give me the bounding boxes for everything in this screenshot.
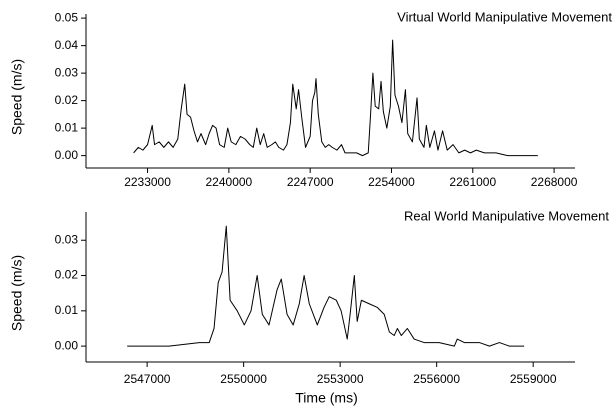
y-axis-label: Speed (m/s)	[9, 59, 25, 135]
x-tick-label: 2233000	[124, 175, 171, 189]
x-tick-label: 2254000	[368, 175, 415, 189]
y-tick-label: 0.00	[55, 338, 79, 352]
x-tick-label: 2261000	[449, 175, 496, 189]
x-tick-label: 2240000	[206, 175, 253, 189]
y-tick-label: 0.00	[55, 148, 79, 162]
y-tick-label: 0.02	[55, 268, 79, 282]
y-tick-label: 0.01	[55, 120, 79, 134]
data-line	[127, 225, 525, 347]
data-line	[133, 39, 538, 157]
y-tick-label: 0.01	[55, 303, 79, 317]
x-tick-label: 2559000	[510, 372, 557, 386]
x-tick-label: 2556000	[413, 372, 460, 386]
x-tick-label: 2547000	[124, 372, 171, 386]
y-tick-label: 0.03	[55, 232, 79, 246]
x-tick-label: 2553000	[317, 372, 364, 386]
y-axis-label: Speed (m/s)	[9, 255, 25, 331]
y-tick-label: 0.02	[55, 93, 79, 107]
x-tick-label: 2268000	[531, 175, 578, 189]
chart-title: Real World Manipulative Movement	[404, 208, 609, 223]
y-tick-label: 0.03	[55, 65, 79, 79]
y-tick-label: 0.04	[55, 38, 79, 52]
x-axis-label: Time (ms)	[295, 390, 357, 406]
x-tick-label: 2247000	[287, 175, 334, 189]
y-tick-label: 0.05	[55, 10, 79, 24]
chart-title: Virtual World Manipulative Movement	[397, 9, 612, 24]
x-tick-label: 2550000	[220, 372, 267, 386]
